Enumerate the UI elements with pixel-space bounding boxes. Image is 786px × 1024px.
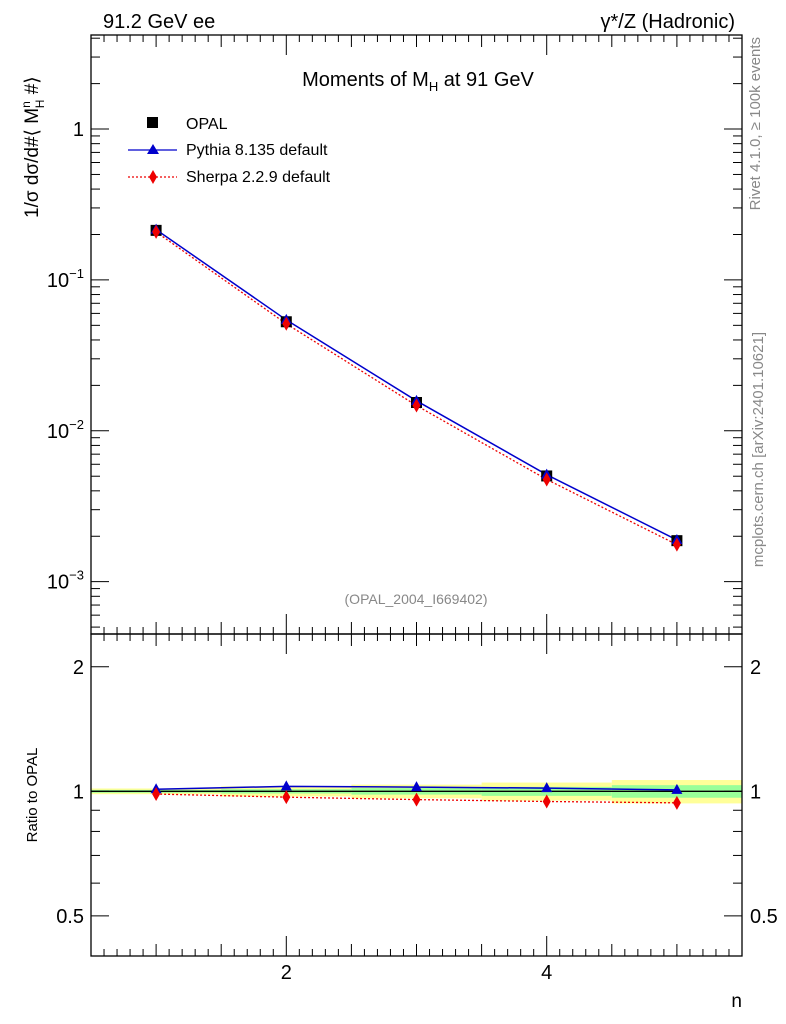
- ratio-y-tick-label-left: 0.5: [56, 906, 84, 928]
- ratio-series: [150, 780, 683, 810]
- ratio-plot-frame: [90, 633, 743, 957]
- sherpa-point: [152, 224, 161, 239]
- sherpa-point: [542, 472, 551, 487]
- main-plot-panel: 1 10−1 10−2 10−3 Moments of MH at 91 GeV 1/…: [19, 34, 743, 635]
- rivet-label: Rivet 4.1.0, ≥ 100k events: [747, 37, 764, 210]
- sherpa-point: [672, 537, 681, 552]
- main-y-tick-label: 10−2: [47, 417, 84, 443]
- main-series: [150, 223, 683, 552]
- header-process-label: γ*/Z (Hadronic): [601, 11, 735, 33]
- sherpa-ratio-point: [672, 795, 681, 810]
- x-tick-label: 2: [281, 962, 292, 984]
- sherpa-point: [282, 316, 291, 331]
- main-axis-ticks: 1 10−1 10−2 10−3: [47, 35, 742, 634]
- pythia-ratio-point: [541, 782, 553, 793]
- sherpa-line: [155, 231, 678, 546]
- legend-marker-opal: [147, 117, 158, 128]
- legend: OPAL Pythia 8.135 default Sherpa 2.2.9 d…: [128, 116, 331, 186]
- x-axis-label: n: [731, 991, 742, 1012]
- main-y-tick-label: 1: [73, 119, 84, 141]
- x-tick-label: 4: [541, 962, 552, 984]
- ratio-y-tick-label-right: 2: [750, 657, 761, 679]
- ratio-y-axis-label: Ratio to OPAL: [24, 748, 41, 843]
- sherpa-ratio-point: [542, 794, 551, 809]
- pythia-ratio-point: [411, 781, 422, 792]
- ratio-y-tick-label-left: 2: [73, 657, 84, 679]
- sherpa-ratio-point: [412, 792, 421, 807]
- mcplots-label: mcplots.cern.ch [arXiv:2401.10621]: [750, 332, 767, 567]
- ratio-plot-panel: 2 2 1 1 0.5 0.5 2 4 Ratio to OPAL n: [24, 633, 778, 1012]
- legend-marker-sherpa: [149, 170, 157, 184]
- legend-label-pythia: Pythia 8.135 default: [186, 142, 328, 159]
- plot-title: Moments of MH at 91 GeV: [302, 69, 534, 94]
- pythia-line: [155, 228, 678, 541]
- legend-label-sherpa: Sherpa 2.2.9 default: [186, 169, 331, 186]
- ratio-y-tick-label-left: 1: [73, 781, 84, 803]
- main-y-tick-label: 10−3: [47, 568, 84, 594]
- ratio-y-tick-label-right: 0.5: [750, 906, 778, 928]
- ratio-axis-ticks: 2 2 1 1 0.5 0.5 2 4: [56, 634, 778, 984]
- sherpa-ratio-point: [282, 790, 291, 805]
- sherpa-ratio-point: [152, 787, 161, 802]
- sherpa-point: [412, 398, 421, 413]
- ratio-y-tick-label-right: 1: [750, 781, 761, 803]
- pythia-ratio-point: [280, 780, 292, 791]
- main-y-axis-label: 1/σ dσ/d#⟨ MnH #⟩: [19, 76, 47, 218]
- legend-marker-pythia: [147, 144, 159, 154]
- analysis-id-watermark: (OPAL_2004_I669402): [345, 591, 488, 607]
- pythia-ratio-point: [671, 783, 683, 794]
- header-energy-label: 91.2 GeV ee: [103, 11, 215, 33]
- legend-label-opal: OPAL: [186, 116, 228, 133]
- main-y-tick-label: 10−1: [47, 266, 84, 292]
